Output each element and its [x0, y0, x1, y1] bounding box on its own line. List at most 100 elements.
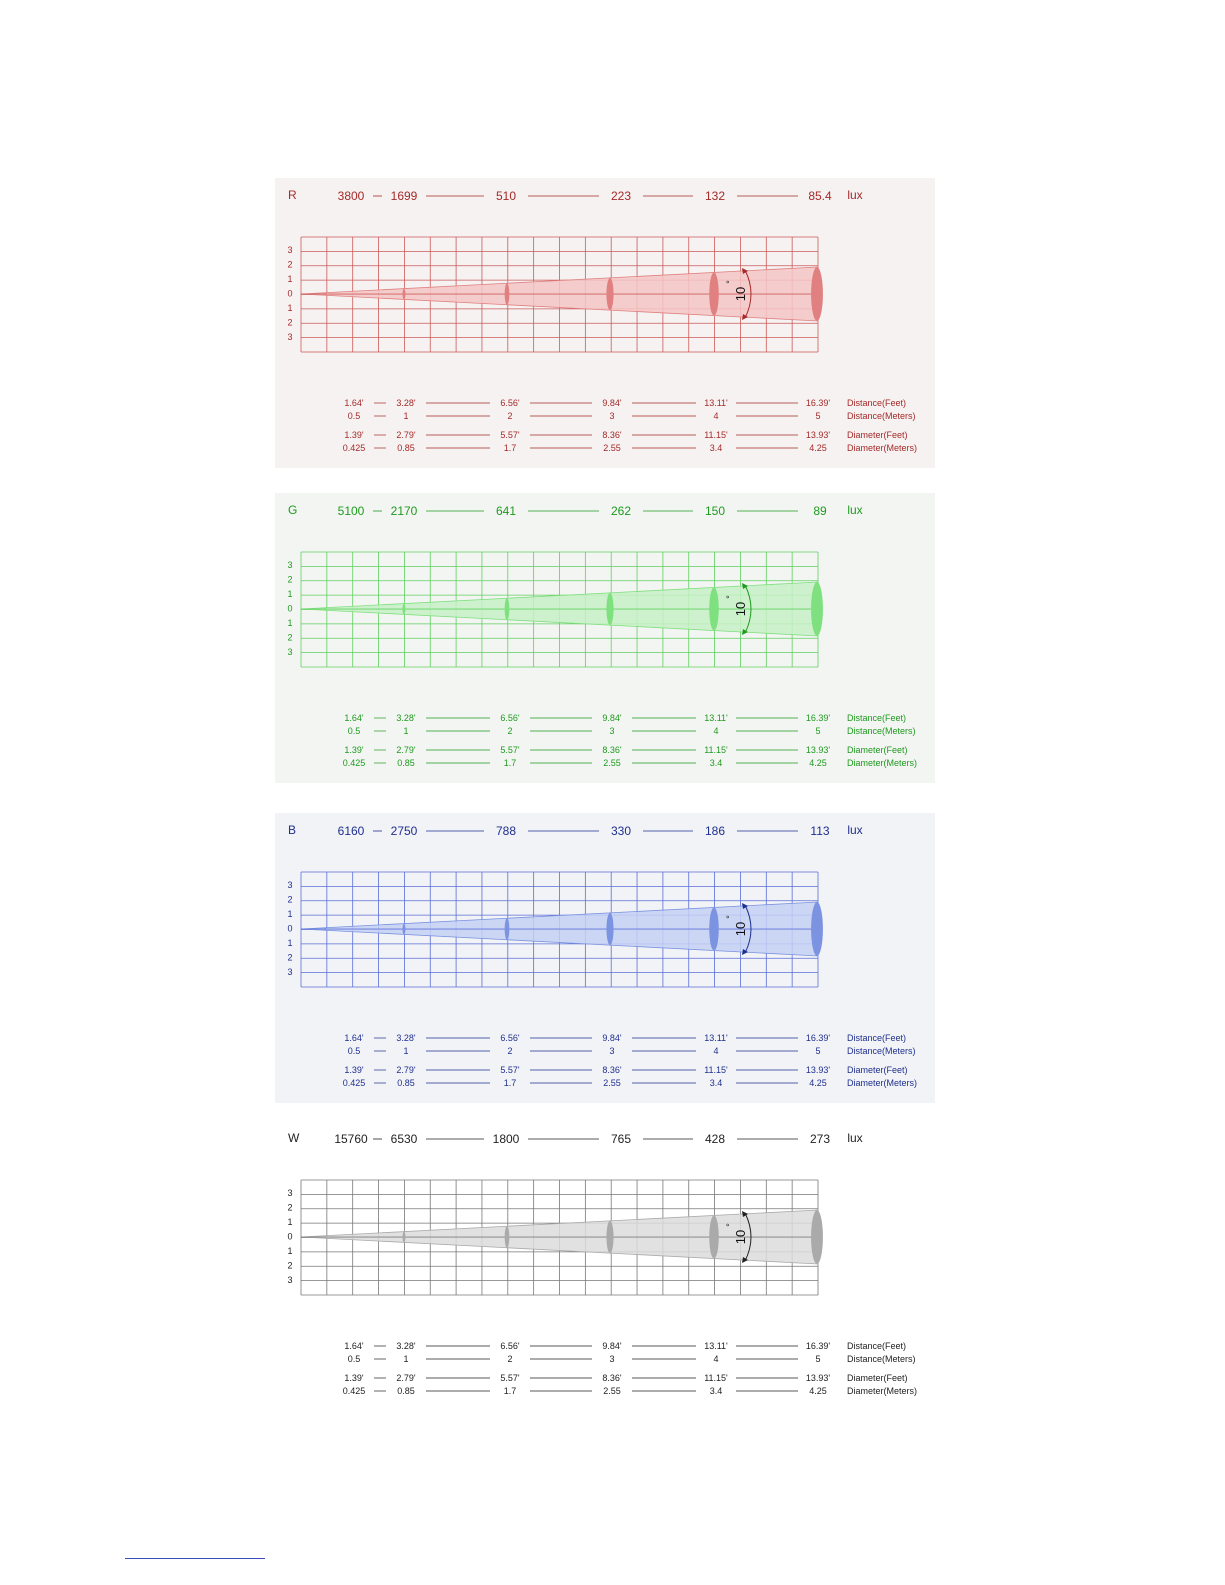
beam-spot-ellipse	[811, 267, 823, 321]
y-axis-label: 3	[287, 880, 292, 890]
channel-letter: B	[288, 823, 296, 837]
y-axis-label: 3	[287, 1188, 292, 1198]
channel-letter: R	[288, 188, 297, 202]
table-cell: 2.79'	[396, 1373, 416, 1383]
lux-value: 273	[810, 1132, 830, 1146]
table-cell: 13.11'	[704, 1033, 728, 1043]
table-row-diameter-meters: 0.425 0.85 1.7 2.55 3.4 4.25 Diameter(Meters)	[343, 1078, 917, 1088]
y-axis-labels: 3 2 1 0 1 2 3	[287, 880, 292, 977]
table-row-distance-meters: 0.5 1 2 3 4 5 Distance(Meters)	[348, 411, 916, 421]
table-cell: 0.85	[397, 443, 415, 453]
angle-arc	[744, 904, 752, 954]
y-axis-label: 3	[287, 560, 292, 570]
table-cell: 0.425	[343, 1078, 366, 1088]
lux-value: 132	[705, 189, 725, 203]
table-cell: 2.79'	[396, 745, 416, 755]
table-cell: 0.425	[343, 758, 366, 768]
beam-spot-ellipse	[709, 272, 719, 316]
table-cell: 2	[507, 1046, 512, 1056]
beam-spot-ellipse	[606, 912, 614, 946]
y-axis-label: 0	[287, 289, 292, 299]
lux-value: 1699	[391, 189, 418, 203]
table-cell: 11.15'	[704, 745, 728, 755]
beam-angle-indicator: 10 °	[725, 583, 752, 635]
table-cell: 4	[713, 1354, 718, 1364]
table-cell: 8.36'	[602, 1373, 622, 1383]
table-cell: 13.11'	[704, 713, 728, 723]
beam-panel-blue: B 6160 2750 788 330 186 113 lux 3 2 1 0 1 2 3 10 ° 1.64' 3…	[275, 813, 935, 1103]
table-cell: 9.84'	[602, 713, 622, 723]
table-cell: 1.39'	[344, 430, 364, 440]
beam-spot-ellipse	[402, 1231, 406, 1243]
beam-spot-ellipse	[402, 288, 406, 300]
beam-diagram-red: R 3800 1699 510 223 132 85.4 lux321012310°1.64'…	[287, 188, 917, 453]
table-cell: 3	[609, 1354, 614, 1364]
lux-row: 5100 2170 641 262 150 89 lux	[338, 503, 863, 518]
y-axis-labels: 3 2 1 0 1 2 3	[287, 1188, 292, 1285]
lux-value: 5100	[338, 504, 365, 518]
table-cell: 13.93'	[806, 430, 831, 440]
table-cell: 1	[403, 411, 408, 421]
beam-spot-ellipse	[504, 1226, 510, 1248]
row-label: Diameter(Meters)	[847, 758, 917, 768]
lux-value: 1800	[493, 1132, 520, 1146]
lux-value: 330	[611, 824, 631, 838]
lux-value: 2750	[391, 824, 418, 838]
lux-unit-label: lux	[847, 1131, 862, 1145]
table-cell: 4.25	[809, 1078, 827, 1088]
row-label: Diameter(Meters)	[847, 1078, 917, 1088]
beam-angle-value: 10	[733, 287, 748, 301]
table-cell: 16.39'	[806, 713, 831, 723]
table-cell: 9.84'	[602, 398, 622, 408]
lux-value: 3800	[338, 189, 365, 203]
table-cell: 5	[815, 726, 820, 736]
arrow-down-icon	[742, 1257, 748, 1263]
row-label: Diameter(Meters)	[847, 1386, 917, 1396]
angle-arc	[744, 584, 752, 634]
beam-panel-red: R 3800 1699 510 223 132 85.4 lux 3 2 1 0 1 2 3 10 ° 1.64'…	[275, 178, 935, 468]
table-cell: 5	[815, 1354, 820, 1364]
table-cell: 4.25	[809, 1386, 827, 1396]
y-axis-label: 3	[287, 245, 292, 255]
table-cell: 4	[713, 411, 718, 421]
lux-value: 223	[611, 189, 631, 203]
table-cell: 16.39'	[806, 1033, 831, 1043]
beam-spot-ellipse	[323, 607, 327, 611]
y-axis-label: 3	[287, 1275, 292, 1285]
lux-unit-label: lux	[847, 188, 862, 202]
table-cell: 11.15'	[704, 1065, 728, 1075]
table-cell: 13.93'	[806, 1373, 831, 1383]
table-cell: 1.7	[504, 1078, 517, 1088]
lux-unit-label: lux	[847, 823, 862, 837]
table-row-diameter-meters: 0.425 0.85 1.7 2.55 3.4 4.25 Diameter(Meters)	[343, 1386, 917, 1396]
table-cell: 6.56'	[500, 1033, 520, 1043]
angle-arc	[744, 1212, 752, 1262]
table-cell: 2	[507, 411, 512, 421]
table-cell: 2	[507, 726, 512, 736]
lux-value: 113	[810, 824, 829, 838]
table-cell: 1.39'	[344, 1373, 364, 1383]
lux-value: 262	[611, 504, 631, 518]
y-axis-labels: 3 2 1 0 1 2 3	[287, 245, 292, 342]
beam-spot-ellipse	[811, 1210, 823, 1264]
y-axis-label: 1	[287, 938, 292, 948]
table-cell: 8.36'	[602, 745, 622, 755]
beam-cone	[300, 1209, 823, 1265]
table-cell: 5.57'	[500, 1065, 520, 1075]
table-cell: 6.56'	[500, 398, 520, 408]
beam-angle-indicator: 10 °	[725, 903, 752, 955]
table-cell: 3.28'	[396, 1341, 416, 1351]
y-axis-label: 1	[287, 909, 292, 919]
channel-letter: W	[288, 1131, 300, 1145]
beam-angle-unit: °	[725, 280, 735, 284]
table-cell: 3.28'	[396, 713, 416, 723]
beam-angle-unit: °	[725, 915, 735, 919]
beam-angle-indicator: 10 °	[725, 268, 752, 320]
table-row-diameter-feet: 1.39' 2.79' 5.57' 8.36' 11.15' 13.93' Diameter…	[344, 1065, 907, 1075]
footnote-separator	[125, 1558, 265, 1559]
row-label: Diameter(Feet)	[847, 430, 908, 440]
beam-spot-ellipse	[504, 283, 510, 305]
y-axis-label: 1	[287, 1246, 292, 1256]
